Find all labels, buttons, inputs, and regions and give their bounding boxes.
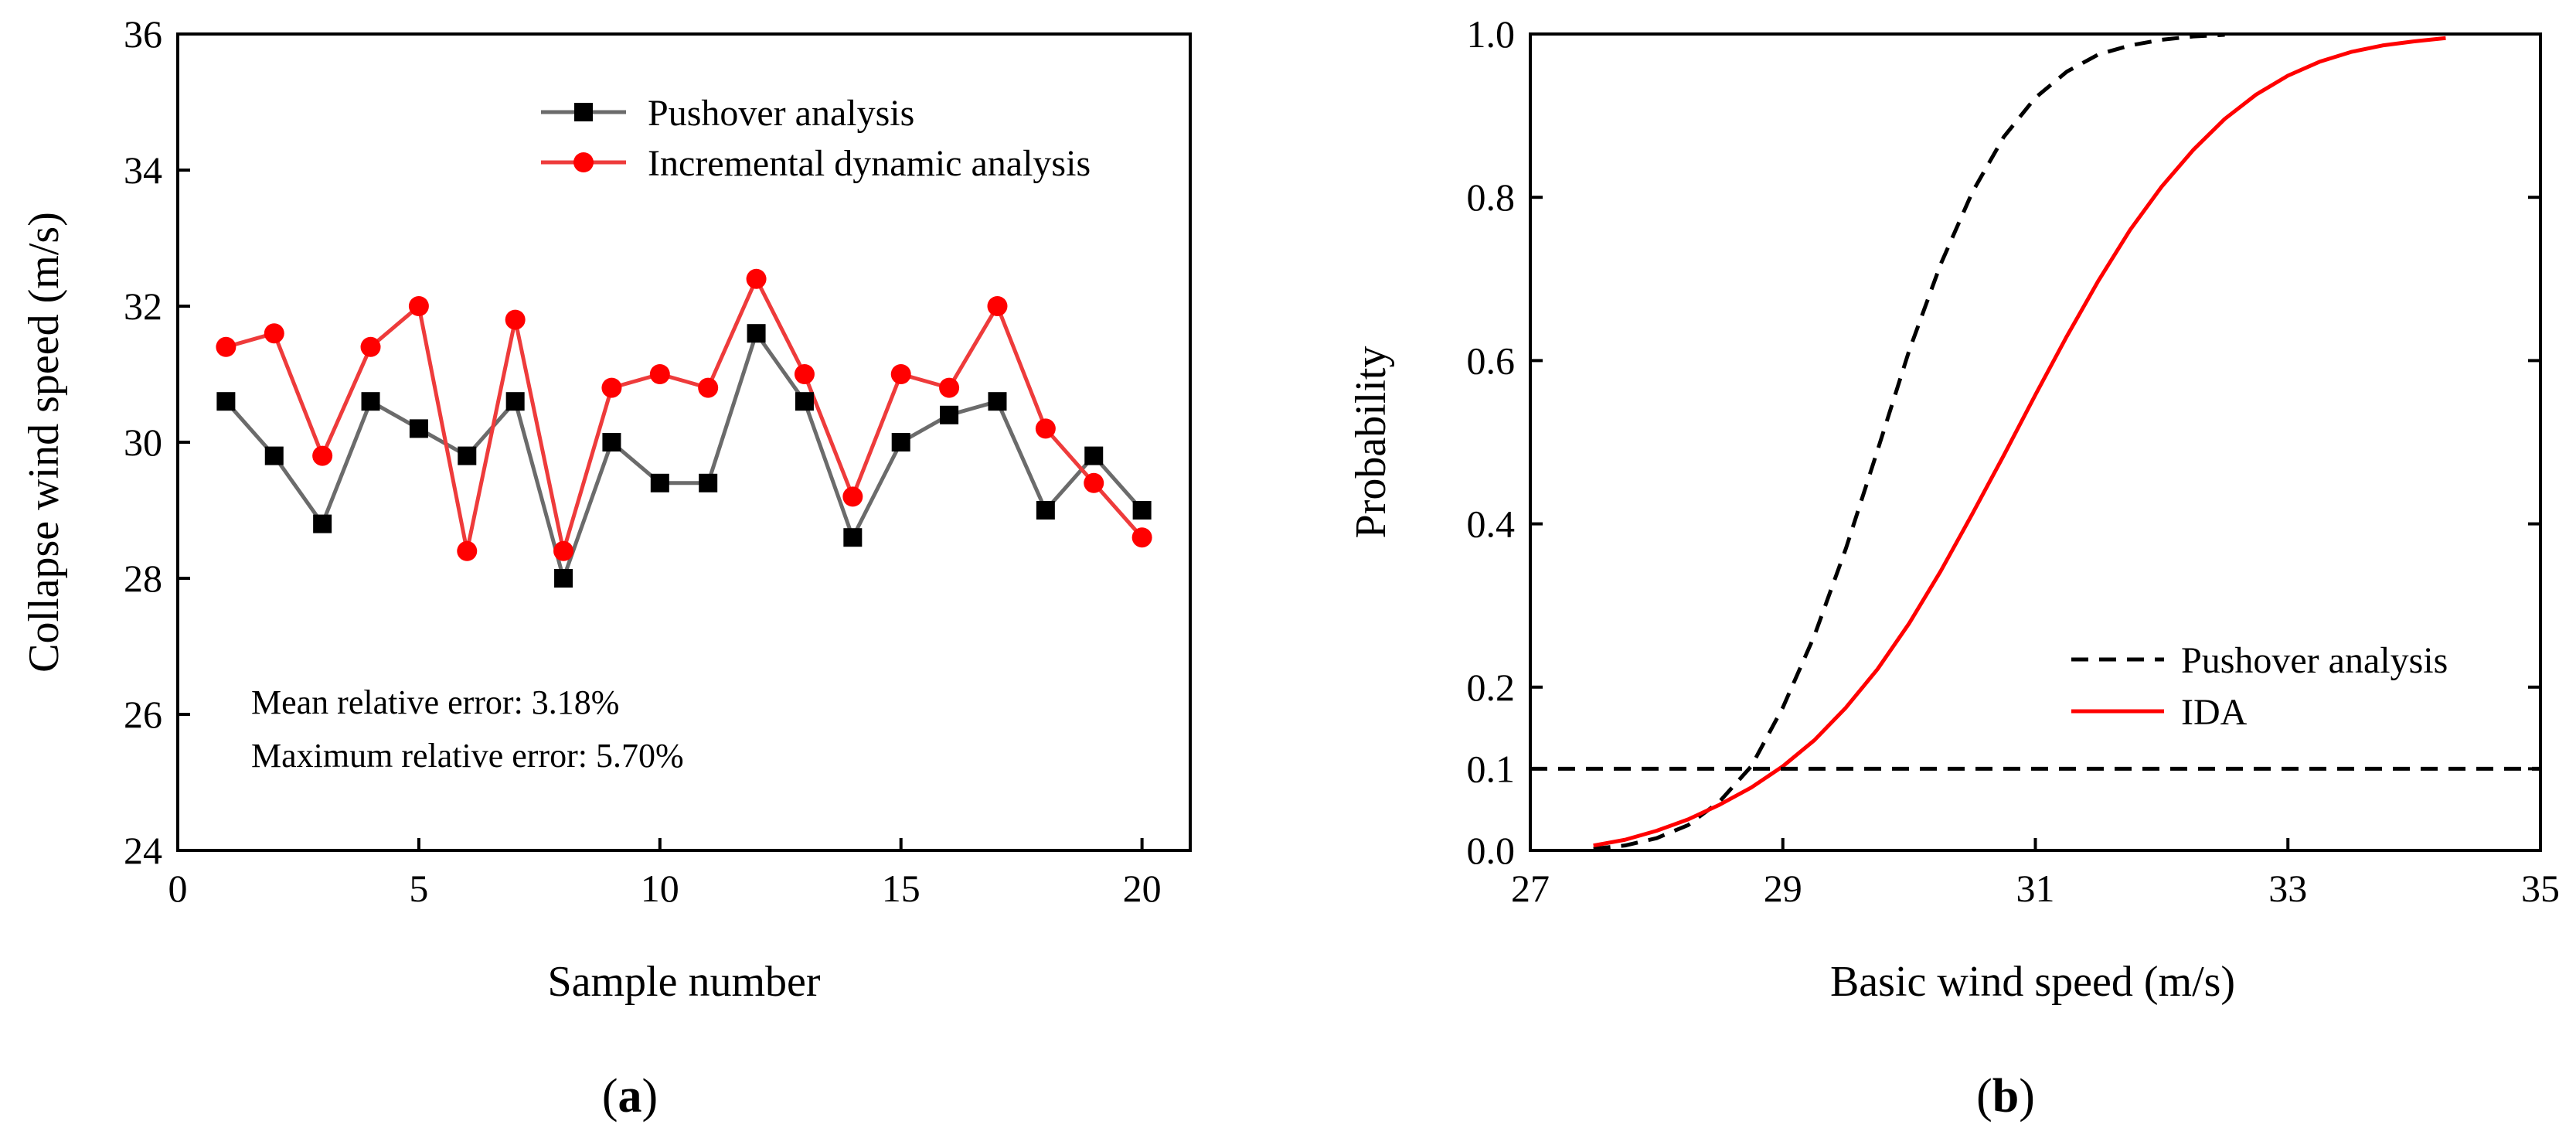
chart-a-pushover-point — [313, 514, 332, 533]
chart-a-ida-point — [457, 540, 478, 561]
chart-b: 27 29 31 33 35 0.0 0.1 0.2 0.4 0.6 0.8 1.0 Basic wi… — [1347, 12, 2560, 1123]
chart-b-legend: Pushover analysis IDA — [2071, 640, 2448, 733]
chart-b-ytick-label: 0.2 — [1467, 666, 1516, 709]
chart-a-ytick-label: 36 — [124, 12, 162, 56]
chart-a-series-line-ida — [225, 277, 1144, 554]
chart-a-series — [216, 268, 1152, 588]
chart-a-pushover-point — [602, 433, 621, 451]
chart-a-pushover-point — [795, 392, 814, 411]
chart-a-pushover-point — [699, 473, 718, 492]
chart-b-ticks: 27 29 31 33 35 0.0 0.1 0.2 0.4 0.6 0.8 1.0 — [1467, 12, 2561, 910]
chart-b-pushover-curve — [1593, 32, 2225, 851]
chart-a-ida-point — [505, 309, 526, 330]
chart-a-panel-label: (a) — [602, 1070, 658, 1123]
chart-a-pushover-point — [891, 433, 910, 451]
chart-a-ytick-label: 34 — [124, 148, 162, 192]
chart-a-y-axis-label: Collapse wind speed (m/s) — [20, 212, 68, 673]
chart-a-x-axis-label: Sample number — [547, 958, 820, 1006]
chart-a-pushover-point — [409, 419, 428, 438]
chart-a-pushover-point — [554, 569, 573, 588]
chart-a-ida-point — [1131, 527, 1152, 548]
chart-a-ytick-label: 24 — [124, 829, 162, 872]
chart-a-series-line-pushover — [224, 331, 1144, 581]
chart-a-pushover-point — [940, 405, 959, 424]
chart-b-xtick-label: 35 — [2521, 867, 2560, 910]
legend-a-ida-marker — [573, 152, 594, 172]
chart-a-xtick-label: 0 — [168, 867, 188, 910]
chart-a: 0 5 10 15 20 24 26 28 30 32 34 36 Sample number Col… — [20, 12, 1192, 1123]
chart-a-ida-point — [553, 540, 574, 561]
legend-a-ida-label: Incremental dynamic analysis — [648, 143, 1091, 184]
chart-a-ida-point — [746, 268, 767, 289]
chart-a-ida-point — [408, 296, 429, 316]
chart-b-xtick-label: 29 — [1764, 867, 1802, 910]
chart-a-ida-point — [360, 336, 381, 357]
chart-a-ida-point — [987, 296, 1008, 316]
chart-b-ytick-label: 0.8 — [1467, 175, 1516, 219]
chart-b-ytick-label: 0.1 — [1467, 747, 1516, 790]
chart-a-ytick-label: 26 — [124, 693, 162, 736]
chart-a-max-error-note: Maximum relative error: 5.70% — [251, 737, 684, 775]
legend-a-pushover-marker — [574, 103, 593, 121]
chart-a-pushover-point — [1084, 446, 1104, 465]
chart-a-ida-point — [216, 336, 237, 357]
chart-b-panel-letter: b — [1992, 1070, 2019, 1123]
chart-b-ytick-label: 1.0 — [1467, 12, 1516, 56]
chart-b-ytick-label: 0.6 — [1467, 339, 1516, 382]
chart-a-pushover-point — [1132, 501, 1152, 520]
chart-b-xtick-label: 31 — [2016, 867, 2055, 910]
chart-a-ida-point — [794, 364, 815, 384]
chart-a-pushover-point — [988, 392, 1007, 411]
chart-a-panel-letter: a — [618, 1070, 642, 1123]
chart-a-legend: Pushover analysis Incremental dynamic an… — [541, 93, 1091, 184]
chart-b-series — [1530, 32, 2540, 851]
chart-a-ticks: 0 5 10 15 20 24 26 28 30 32 34 36 — [124, 12, 1162, 910]
chart-b-xtick-label: 27 — [1511, 867, 1550, 910]
chart-a-mean-error-note: Mean relative error: 3.18% — [251, 683, 619, 721]
chart-a-ida-point — [939, 377, 960, 398]
legend-a-pushover-label: Pushover analysis — [648, 93, 914, 134]
chart-a-pushover-point — [216, 392, 236, 411]
chart-a-pushover-point — [1036, 501, 1055, 520]
chart-a-ida-point — [698, 377, 719, 398]
chart-b-xtick-label: 33 — [2268, 867, 2307, 910]
chart-a-pushover-point — [361, 392, 380, 411]
chart-a-ytick-label: 28 — [124, 557, 162, 600]
chart-a-xtick-label: 10 — [641, 867, 679, 910]
chart-a-pushover-point — [264, 446, 284, 465]
chart-b-ida-curve — [1593, 36, 2446, 848]
chart-a-pushover-point — [747, 324, 766, 343]
chart-a-ytick-label: 32 — [124, 284, 162, 328]
chart-a-ytick-label: 30 — [124, 421, 162, 464]
chart-a-ida-point — [1084, 472, 1104, 493]
chart-a-pushover-point — [458, 446, 477, 465]
chart-a-xtick-label: 20 — [1123, 867, 1162, 910]
chart-a-ida-point — [842, 486, 863, 507]
chart-a-ida-point — [601, 377, 622, 398]
chart-b-x-axis-label: Basic wind speed (m/s) — [1830, 958, 2235, 1006]
legend-b-ida-label: IDA — [2181, 692, 2248, 733]
chart-b-panel-label: (b) — [1976, 1070, 2035, 1123]
chart-a-xtick-label: 15 — [882, 867, 920, 910]
chart-a-ida-point — [649, 364, 670, 384]
chart-a-ida-point — [264, 323, 284, 344]
chart-b-y-axis-label: Probability — [1347, 346, 1395, 539]
chart-b-plot-frame — [1529, 32, 2542, 852]
chart-a-pushover-point — [843, 528, 863, 547]
chart-b-ytick-label: 0.0 — [1467, 829, 1516, 872]
chart-a-pushover-point — [650, 473, 669, 492]
chart-a-pushover-point — [505, 392, 525, 411]
chart-a-ida-point — [890, 364, 911, 384]
chart-a-xtick-label: 5 — [409, 867, 428, 910]
legend-b-pushover-label: Pushover analysis — [2181, 640, 2448, 681]
chart-a-ida-point — [312, 445, 333, 466]
chart-b-ytick-label: 0.4 — [1467, 503, 1516, 546]
chart-a-ida-point — [1035, 418, 1056, 439]
